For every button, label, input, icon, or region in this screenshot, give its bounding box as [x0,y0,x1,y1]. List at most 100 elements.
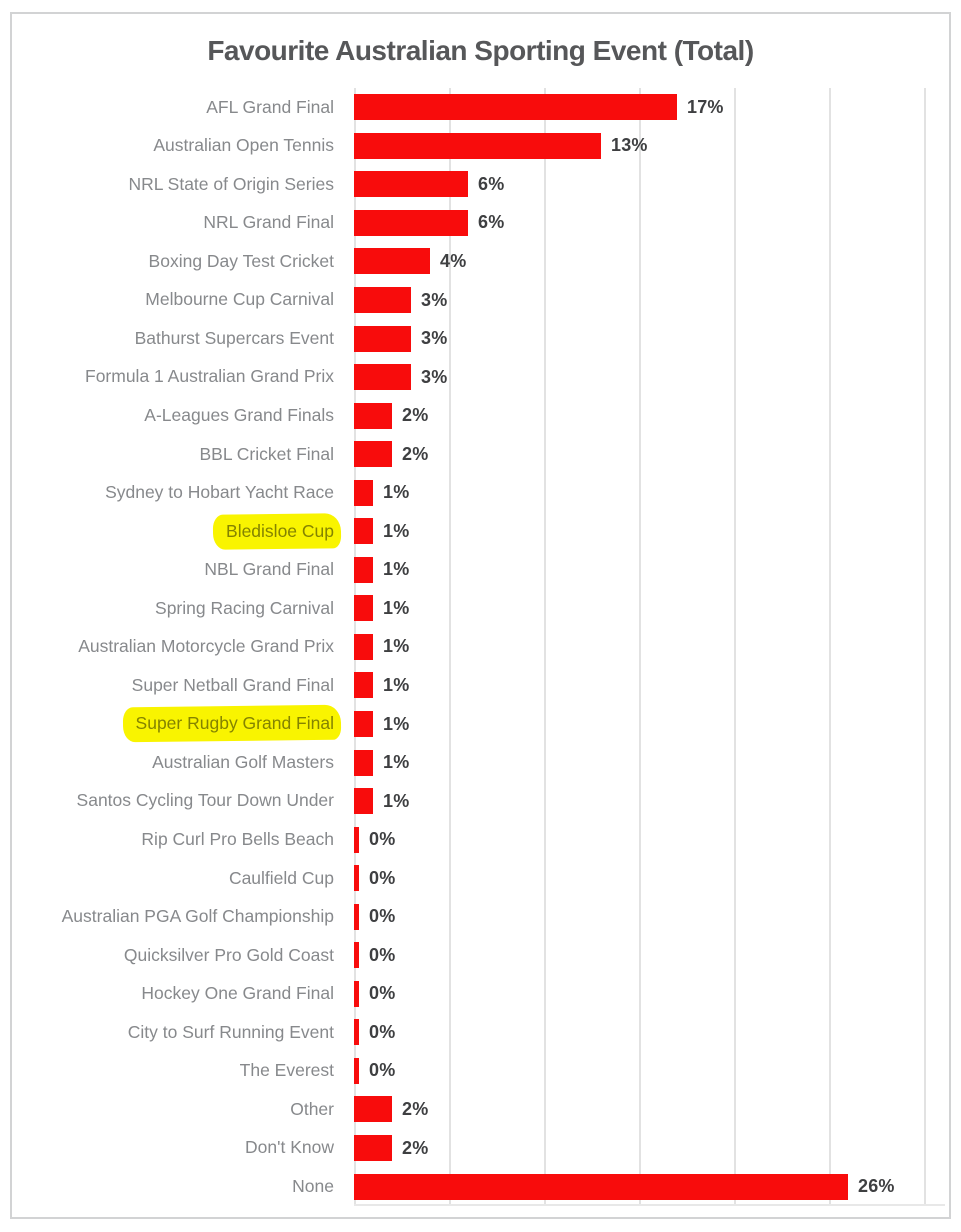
category-label-text: Santos Cycling Tour Down Under [76,790,334,811]
bar-track: 2% [354,1129,949,1168]
category-label: Bledisloe Cup [12,512,354,550]
value-label: 13% [611,135,648,156]
chart-row: Caulfield Cup 0% [12,859,949,898]
bar [354,1173,848,1200]
value-label: 1% [383,790,410,811]
bar-track: 0% [354,975,949,1014]
category-label: Don't Know [12,1138,354,1157]
bar-track: 3% [354,319,949,358]
category-label-text: NBL Grand Final [204,559,334,580]
bar [354,865,359,892]
bar-track: 0% [354,1052,949,1091]
chart-row: Santos Cycling Tour Down Under 1% [12,782,949,821]
category-label: Santos Cycling Tour Down Under [12,791,354,810]
bar-track: 1% [354,782,949,821]
category-label-text: Melbourne Cup Carnival [145,289,334,310]
category-label: Quicksilver Pro Gold Coast [12,944,354,965]
bar-track: 3% [354,281,949,320]
category-label-text: Rip Curl Pro Bells Beach [141,829,334,850]
category-label-text: Australian Motorcycle Grand Prix [78,636,334,657]
value-label: 2% [402,1137,429,1158]
chart-row: None 26% [12,1167,949,1206]
chart-row: Boxing Day Test Cricket 4% [12,242,949,281]
gridline [734,88,736,1204]
value-label: 17% [687,96,724,117]
bar-track: 0% [354,859,949,898]
category-label-text: Quicksilver Pro Gold Coast [123,944,334,965]
chart-row: Bathurst Supercars Event 3% [12,319,949,358]
bar [354,1096,392,1123]
category-label-text: Don't Know [245,1137,334,1158]
category-label: NRL Grand Final [12,213,354,232]
category-label: The Everest [12,1061,354,1080]
category-label-text: Sydney to Hobart Yacht Race [105,482,334,503]
bar [354,402,392,429]
category-label-text: Formula 1 Australian Grand Prix [85,366,334,387]
category-label-text: BBL Cricket Final [199,443,334,464]
chart-row: Australian PGA Golf Championship 0% [12,897,949,936]
value-label: 26% [858,1176,895,1197]
category-label-text: Bathurst Supercars Event [134,327,334,348]
bar [354,595,373,622]
category-label: BBL Cricket Final [12,443,354,464]
value-label: 2% [402,1098,429,1119]
category-label: Formula 1 Australian Grand Prix [12,367,354,386]
category-label: Australian Golf Masters [12,751,354,772]
category-label-text: Australian Open Tennis [153,135,334,156]
value-label: 0% [369,983,396,1004]
bar [354,1019,359,1046]
value-label: 3% [421,328,448,349]
gridline [924,88,926,1204]
category-label: NRL State of Origin Series [12,173,354,194]
category-label: Hockey One Grand Final [12,984,354,1003]
category-label-text: NRL Grand Final [203,212,334,233]
category-label: Spring Racing Carnival [12,598,354,618]
bar [354,132,601,159]
value-label: 1% [383,559,410,580]
chart-row: Spring Racing Carnival 1% [12,589,949,628]
bar [354,1057,359,1084]
chart-row: NRL Grand Final 6% [12,204,949,243]
chart-row: Super Rugby Grand Final 1% [12,705,949,744]
bar-track: 1% [354,551,949,590]
category-label-text: The Everest [239,1060,334,1081]
category-label: Rip Curl Pro Bells Beach [12,829,354,850]
category-label: None [12,1175,354,1196]
bar-track: 17% [354,88,949,127]
value-label: 2% [402,443,429,464]
chart-title: Favourite Australian Sporting Event (Tot… [207,35,754,66]
gridline [639,88,641,1204]
chart-row: City to Surf Running Event 0% [12,1013,949,1052]
bar [354,788,373,815]
bar [354,479,373,506]
category-label: Melbourne Cup Carnival [12,290,354,309]
value-label: 0% [369,1021,396,1042]
category-label: AFL Grand Final [12,97,354,117]
category-label: Australian Motorcycle Grand Prix [12,637,354,656]
category-label-text: None [292,1175,334,1196]
category-label: Boxing Day Test Cricket [12,251,354,271]
category-label-text: Super Rugby Grand Final [122,705,342,743]
chart-frame: Favourite Australian Sporting Event (Tot… [10,12,951,1219]
category-label: Super Rugby Grand Final [12,705,354,743]
value-label: 0% [369,944,396,965]
gridline [449,88,451,1204]
value-label: 1% [383,713,410,734]
bar [354,826,359,853]
bar [354,171,468,198]
category-label-text: NRL State of Origin Series [128,173,334,194]
chart-row: Other 2% [12,1090,949,1129]
value-label: 1% [383,520,410,541]
category-label-text: Bledisloe Cup [212,512,342,550]
bar [354,633,373,660]
bar-track: 0% [354,820,949,859]
chart-row: Rip Curl Pro Bells Beach 0% [12,820,949,859]
bar-track: 1% [354,628,949,667]
category-label-text: Australian Golf Masters [152,751,334,772]
bar [354,441,392,468]
category-label-text: Hockey One Grand Final [141,983,334,1004]
bar [354,94,677,121]
bar-track: 2% [354,396,949,435]
value-label: 0% [369,867,396,888]
gridline [544,88,546,1204]
